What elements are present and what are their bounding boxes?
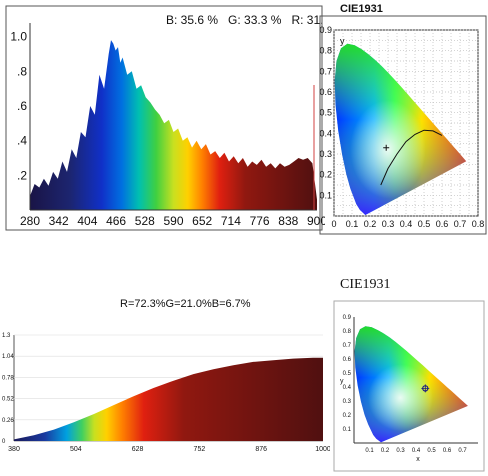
spectrum-panel-top: B: 35.6 % G: 33.3 % R: 31. 280 342 404 466 5…: [0, 0, 325, 235]
spectrum-area-top: [30, 40, 317, 210]
y-tick-label: .4: [17, 134, 27, 148]
y-tick-label: 0.9: [319, 25, 332, 35]
x-tick-label: 776: [250, 214, 270, 228]
x-axis-label: x: [416, 456, 420, 463]
spectrum-chart-bottom: 0 0.26 0.52 0.78 1.04 1.3 380 504 628 752 876 1000: [2, 333, 330, 453]
x-tick-label: 504: [70, 446, 82, 453]
y-tick-label: 0.6: [319, 87, 332, 97]
x-tick-label: 628: [132, 446, 144, 453]
x-tick-label: 0.4: [400, 219, 413, 229]
y-tick-label: 0.9: [343, 315, 352, 321]
y-axis-label: y: [340, 36, 345, 46]
x-tick-label: 876: [255, 446, 267, 453]
frame-top: [5, 5, 323, 231]
x-tick-label: 0.5: [427, 448, 436, 454]
cie-panel-bottom: CIE1931 0.1 0.2 0.3 0.4 0.5 0.6 0.7 0.1 0.2 0.3 0.…: [332, 275, 488, 475]
frame-cie-top: [319, 15, 487, 235]
y-tick-label: 0.78: [2, 375, 14, 381]
spectrum-chart-top: 280 342 404 466 528 590 652 714 776 838 900.2.4.6.…: [5, 5, 325, 231]
x-tick-label: 0: [331, 219, 336, 229]
y-tick-label: 0.2: [343, 413, 352, 419]
y-tick-label: 0.5: [319, 108, 332, 118]
cie-panel-top: CIE1931 0 0.1 0.2 0.3 0.4 0.5 0.6 0.7 0.8 0.1 0.2 0…: [318, 0, 488, 235]
x-tick-label: 0.7: [454, 219, 467, 229]
y-tick-label: 0.2: [319, 170, 332, 180]
y-tick-label: 1.3: [2, 333, 11, 339]
x-tick-label: 0.3: [382, 219, 395, 229]
x-tick-label: 0.1: [365, 448, 374, 454]
chromaticity-crosshair: [421, 384, 430, 393]
planckian-locus: [380, 129, 443, 186]
x-tick-label: 0.6: [436, 219, 449, 229]
y-tick-label: 0.26: [2, 418, 14, 424]
ratio-label-top: B: 35.6 % G: 33.3 % R: 31.: [166, 13, 323, 27]
x-tick-label: 1000: [315, 446, 330, 453]
x-tick-label: 652: [192, 214, 212, 228]
cie-title-bottom: CIE1931: [340, 277, 391, 292]
y-tick-label: 0.8: [343, 329, 352, 335]
ratio-r: R: 31.: [291, 13, 324, 27]
x-tick-label: 0.3: [396, 448, 405, 454]
x-tick-label: 528: [135, 214, 155, 228]
y-tick-label: 0.52: [2, 397, 14, 403]
y-tick-label: 0.4: [343, 385, 352, 391]
x-tick-label: 0.8: [472, 219, 485, 229]
y-axis-label: y: [340, 378, 344, 385]
x-tick-label: 0.1: [346, 219, 359, 229]
y-tick-label: 1.04: [2, 354, 14, 360]
cie-title-top: CIE1931: [340, 3, 383, 15]
x-tick-label: 280: [20, 214, 40, 228]
ratio-title-bottom: R=72.3%G=21.0%B=6.7%: [120, 298, 251, 310]
y-tick-label: .2: [17, 168, 27, 182]
x-tick-label: 0.2: [381, 448, 390, 454]
x-tick-label: 590: [163, 214, 183, 228]
x-tick-label: 342: [49, 214, 69, 228]
x-tick-label: 0.4: [412, 448, 421, 454]
x-tick-label: 0.6: [443, 448, 452, 454]
y-tick-label: 1.0: [10, 30, 27, 44]
y-tick-label: 0.5: [343, 371, 352, 377]
ratio-g: G: 33.3 %: [228, 13, 282, 27]
y-tick-label: .6: [17, 99, 27, 113]
spectrum-panel-bottom: R=72.3%G=21.0%B=6.7% 0 0.26 0.52 0.78 1.04 1.…: [0, 295, 330, 465]
spectrum-area-bottom: [14, 357, 323, 441]
chromaticity-point-top: [383, 144, 390, 151]
x-tick-label: 714: [221, 214, 241, 228]
y-tick-label: 0.3: [319, 149, 332, 159]
x-tick-label: 380: [8, 446, 20, 453]
y-tick-label: 0.3: [343, 399, 352, 405]
y-tick-label: 0.7: [319, 66, 332, 76]
x-tick-label: 404: [77, 214, 97, 228]
y-tick-label: .8: [17, 64, 27, 78]
ratio-b: B: 35.6 %: [166, 13, 219, 27]
y-tick-label: 0.1: [319, 190, 332, 200]
x-tick-label: 0.7: [458, 448, 467, 454]
y-tick-label: 0.1: [343, 427, 352, 433]
x-tick-label: 0.5: [418, 219, 431, 229]
y-tick-label: 0.8: [319, 46, 332, 56]
x-tick-label: 466: [106, 214, 126, 228]
x-tick-label: 752: [194, 446, 206, 453]
x-tick-label: 838: [278, 214, 298, 228]
y-tick-label: 0.4: [319, 128, 332, 138]
cie-chart-top: 0 0.1 0.2 0.3 0.4 0.5 0.6 0.7 0.8 0.1 0.2 0.3 0.4 0.5…: [319, 15, 487, 235]
y-tick-label: 0: [2, 439, 6, 445]
y-tick-label: 0.7: [343, 343, 352, 349]
cie-chart-bottom: 0.1 0.2 0.3 0.4 0.5 0.6 0.7 0.1 0.2 0.3 0.4 0.5 0.6 0…: [333, 300, 485, 472]
y-tick-label: 0.6: [343, 357, 352, 363]
x-tick-label: 0.2: [364, 219, 377, 229]
